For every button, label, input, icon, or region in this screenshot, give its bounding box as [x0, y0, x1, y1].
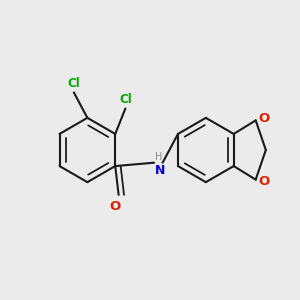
Text: O: O: [258, 175, 270, 188]
Text: N: N: [155, 164, 166, 177]
Text: O: O: [258, 112, 270, 125]
Text: H: H: [155, 152, 163, 162]
Text: Cl: Cl: [119, 93, 132, 106]
Text: O: O: [110, 200, 121, 213]
Text: Cl: Cl: [68, 77, 80, 90]
